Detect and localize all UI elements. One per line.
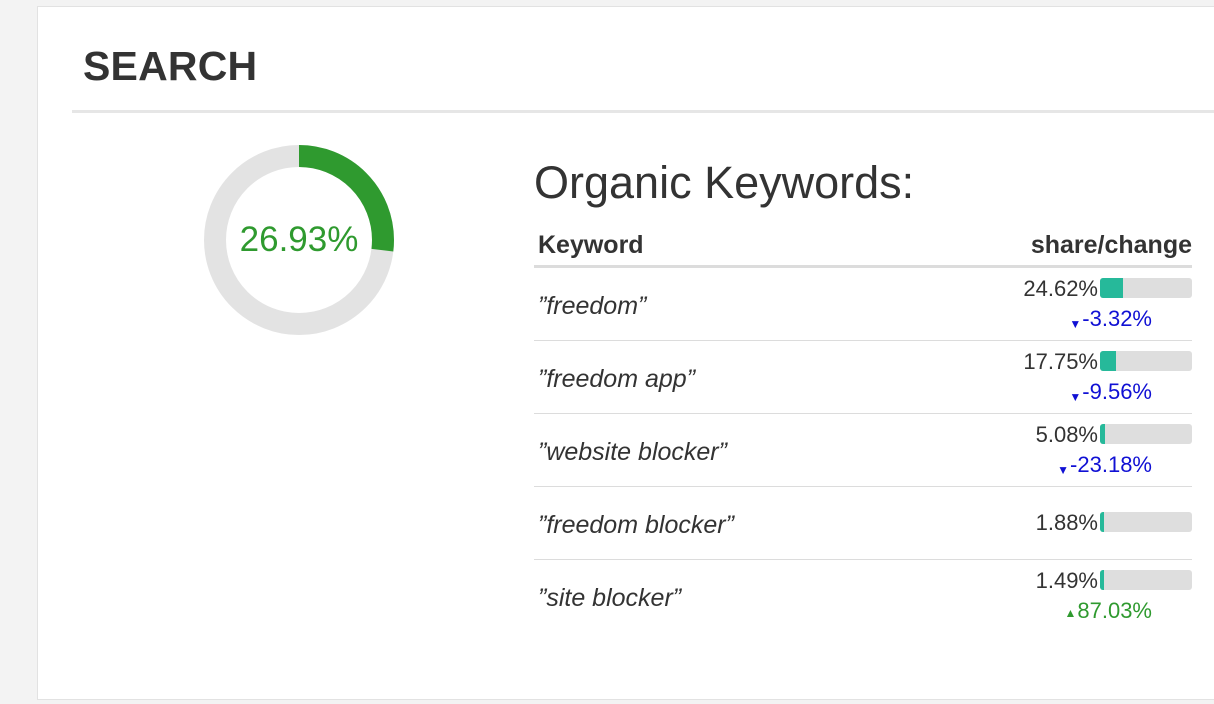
- change-text: -9.56%: [1082, 379, 1152, 404]
- change-value: ▲87.03%: [1064, 598, 1152, 624]
- donut-value-arc: [204, 145, 394, 335]
- share-bar: [1100, 512, 1192, 532]
- share-bar-fill: [1100, 351, 1117, 371]
- share-bar: [1100, 278, 1192, 298]
- table-row: ”freedom app” 17.75% ▼-9.56%: [534, 341, 1192, 414]
- change-text: 87.03%: [1077, 598, 1152, 623]
- keyword-column-header: Keyword: [538, 231, 644, 259]
- share-value: 24.62%: [1023, 276, 1098, 301]
- share-change-column-header: share/change: [1030, 231, 1192, 259]
- donut-chart: [204, 145, 394, 335]
- share-value: 5.08%: [1035, 422, 1098, 447]
- section-title: SEARCH: [83, 43, 258, 89]
- share-bar: [1100, 570, 1192, 590]
- table-row: ”freedom” 24.62% ▼-3.32%: [534, 268, 1192, 341]
- keyword-cell: ”freedom”: [538, 292, 647, 320]
- search-card: SEARCH 26.93% Organic Keywords: Keyword …: [37, 6, 1214, 700]
- change-value: ▼-23.18%: [1057, 452, 1152, 478]
- share-value: 1.49%: [1035, 568, 1098, 593]
- arrow-up-icon: ▲: [1064, 606, 1077, 620]
- arrow-down-icon: ▼: [1069, 390, 1082, 404]
- keyword-cell: ”website blocker”: [538, 438, 727, 466]
- keyword-cell: ”site blocker”: [538, 584, 682, 612]
- donut-percentage: 26.93%: [239, 220, 359, 259]
- keyword-cell: ”freedom app”: [538, 365, 696, 393]
- title-divider: [72, 110, 1214, 113]
- share-value: 17.75%: [1023, 349, 1098, 374]
- share-bar-fill: [1100, 278, 1123, 298]
- keyword-cell: ”freedom blocker”: [538, 511, 734, 539]
- change-text: -3.32%: [1082, 306, 1152, 331]
- share-bar: [1100, 424, 1192, 444]
- share-bar-fill: [1100, 424, 1105, 444]
- table-header: Keyword share/change: [534, 229, 1192, 268]
- arrow-down-icon: ▼: [1057, 463, 1070, 477]
- organic-keywords-heading: Organic Keywords:: [534, 157, 915, 208]
- table-row: ”website blocker” 5.08% ▼-23.18%: [534, 414, 1192, 487]
- change-value: ▼-9.56%: [1069, 379, 1152, 405]
- change-text: -23.18%: [1070, 452, 1152, 477]
- share-bar-fill: [1100, 570, 1104, 590]
- share-bar-fill: [1100, 512, 1104, 532]
- table-row: ”site blocker” 1.49% ▲87.03%: [534, 560, 1192, 632]
- table-body: ”freedom” 24.62% ▼-3.32% ”freedom app” 17.75…: [534, 268, 1192, 632]
- search-share-donut: 26.93%: [201, 142, 397, 338]
- share-value: 1.88%: [1035, 510, 1098, 535]
- arrow-down-icon: ▼: [1069, 317, 1082, 331]
- table-row: ”freedom blocker” 1.88%: [534, 487, 1192, 560]
- keywords-table: Keyword share/change ”freedom” 24.62% ▼-3.…: [534, 229, 1192, 632]
- change-value: ▼-3.32%: [1069, 306, 1152, 332]
- share-bar: [1100, 351, 1192, 371]
